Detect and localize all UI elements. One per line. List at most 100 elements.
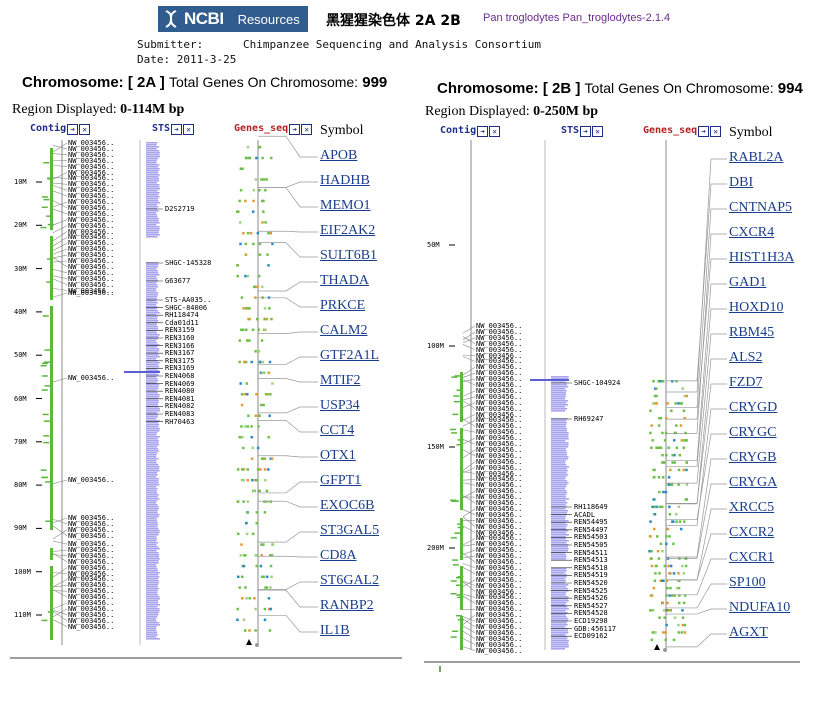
contig-label[interactable]: NW_003456.. [476, 546, 523, 555]
gene-symbol-link[interactable]: GAD1 [729, 275, 767, 290]
contig-label[interactable]: NW_003456.. [68, 476, 115, 484]
contig-label[interactable]: NW_003456.. [68, 174, 115, 183]
sts-marker-label[interactable]: G63677 [165, 277, 191, 285]
sts-marker-label[interactable]: ECD19298 [574, 617, 608, 625]
close-icon[interactable]: ✕ [183, 124, 195, 135]
gene-symbol-link[interactable]: HADHB [320, 173, 370, 188]
sts-marker-label[interactable]: RH69247 [574, 415, 604, 423]
sts-marker-label[interactable]: REN4083 [165, 410, 195, 418]
contig-label[interactable]: NW_003456.. [68, 215, 115, 224]
contig-label[interactable]: NW_003456.. [476, 445, 523, 454]
gene-symbol-link[interactable]: HIST1H3A [729, 250, 795, 265]
gene-symbol-link[interactable]: GTF2A1L [320, 348, 380, 363]
contig-label[interactable]: NW_003456.. [68, 575, 115, 584]
sts-marker-label[interactable]: REN54527 [574, 601, 608, 610]
contig-label[interactable]: NW_003456.. [476, 540, 523, 549]
contig-label[interactable]: NW_003456.. [476, 575, 523, 584]
contig-label[interactable]: NW_003456.. [68, 622, 115, 631]
sts-marker-label[interactable]: REN54505 [574, 541, 608, 549]
contig-label[interactable]: NW_003456.. [476, 357, 523, 366]
gene-symbol-link[interactable]: XRCC5 [729, 500, 775, 515]
gene-symbol-link[interactable]: NDUFA10 [729, 600, 791, 615]
gene-symbol-link[interactable]: GFPT1 [320, 473, 362, 488]
contig-label[interactable]: NW_003456.. [476, 463, 523, 472]
sts-marker-label[interactable]: REN54528 [574, 609, 608, 618]
contig-label[interactable]: NW_003456.. [476, 487, 523, 496]
contig-label[interactable]: NW_003456.. [476, 363, 523, 372]
contig-label[interactable]: NW_003456.. [68, 274, 115, 283]
sts-marker-label[interactable]: REN3166 [165, 341, 195, 350]
gene-symbol-link[interactable]: CXCR1 [729, 550, 775, 565]
sts-marker-label[interactable]: REN54511 [574, 548, 608, 557]
contig-label[interactable]: NW_003456.. [476, 640, 523, 649]
sts-marker-label[interactable]: REN54520 [574, 579, 608, 587]
move-right-icon[interactable]: ➔ [289, 124, 301, 135]
move-right-icon[interactable]: ➔ [580, 126, 592, 137]
contig-label[interactable]: NW_003456.. [476, 322, 523, 330]
contig-label[interactable]: NW_003456.. [476, 569, 523, 578]
contig-label[interactable]: NW_003456.. [68, 616, 115, 625]
contig-label[interactable]: NW_003456.. [476, 605, 523, 614]
gene-symbol-link[interactable]: DBI [729, 175, 754, 190]
contig-label[interactable]: NW_003456.. [476, 351, 523, 360]
contig-label[interactable]: NW_003456.. [476, 416, 523, 425]
gene-symbol-link[interactable]: RABL2A [729, 150, 784, 165]
contig-label[interactable]: NW_003456.. [476, 599, 523, 608]
move-right-icon[interactable]: ➔ [477, 126, 489, 137]
sts-marker-label[interactable]: REN54518 [574, 563, 608, 572]
sts-marker-label[interactable]: REN3159 [165, 326, 195, 335]
sts-marker-label[interactable]: REN3169 [165, 364, 195, 373]
ncbi-resources-button[interactable]: NCBI Resources [158, 6, 308, 32]
contig-label[interactable]: NW_003456.. [68, 239, 115, 248]
gene-symbol-link[interactable]: CRYGD [729, 400, 778, 415]
gene-symbol-link[interactable]: AGXT [729, 625, 768, 640]
gene-symbol-link[interactable]: THADA [320, 273, 369, 288]
contig-label[interactable]: NW_003456.. [476, 481, 523, 490]
contig-label[interactable]: NW_003456.. [68, 162, 115, 171]
contig-label[interactable]: NW_003456.. [68, 519, 115, 528]
sts-marker-label[interactable]: REN54513 [574, 556, 608, 565]
contig-label[interactable]: NW_003456.. [68, 139, 115, 147]
contig-label[interactable]: NW_003456.. [476, 522, 523, 531]
gene-symbol-link[interactable]: PRKCE [320, 298, 366, 313]
contig-label[interactable]: NW_003456.. [68, 268, 115, 277]
contig-label[interactable]: NW_003456.. [476, 534, 523, 543]
contig-label[interactable]: NW_003456.. [68, 203, 115, 212]
sts-marker-label[interactable]: REN4068 [165, 372, 195, 380]
contig-label[interactable]: NW_003456.. [68, 569, 115, 578]
sts-marker-label[interactable]: REN54526 [574, 594, 608, 603]
move-right-icon[interactable]: ➔ [698, 126, 710, 137]
contig-label[interactable]: NW_003456.. [476, 339, 523, 348]
contig-label[interactable]: NW_003456.. [476, 428, 523, 437]
gene-symbol-link[interactable]: EIF2AK2 [320, 223, 376, 238]
contig-label[interactable]: NW_003456.. [68, 531, 115, 540]
contig-label[interactable]: NW_003456.. [68, 374, 115, 382]
contig-label[interactable]: NW_003456.. [68, 593, 115, 602]
sts-marker-label[interactable]: REN3160 [165, 334, 195, 342]
contig-label[interactable]: NW_003456.. [68, 257, 115, 265]
sts-marker-label[interactable]: ECD09162 [574, 632, 608, 641]
sts-marker-label[interactable]: STS-AA035.. [165, 296, 212, 304]
contig-label[interactable]: NW_003456.. [476, 499, 523, 507]
contig-label[interactable]: NW_003456.. [68, 286, 115, 295]
close-icon[interactable]: ✕ [592, 126, 604, 137]
gene-symbol-link[interactable]: SULT6B1 [320, 248, 378, 263]
contig-label[interactable]: NW_003456.. [68, 221, 115, 230]
contig-label[interactable]: NW_003456.. [68, 227, 115, 236]
contig-label[interactable]: NW_003456.. [68, 581, 115, 590]
gene-symbol-link[interactable]: CNTNAP5 [729, 200, 793, 215]
contig-label[interactable]: NW_003456.. [476, 457, 523, 466]
contig-label[interactable]: NW_003456.. [476, 398, 523, 407]
contig-label[interactable]: NW_003456.. [476, 369, 523, 378]
contig-label[interactable]: NW_003456.. [68, 289, 115, 297]
contig-label[interactable]: NW_003456.. [476, 327, 523, 336]
sts-marker-label[interactable]: ACADL [574, 510, 596, 519]
contig-label[interactable]: NW_003456.. [68, 168, 115, 177]
gene-symbol-link[interactable]: CCT4 [320, 423, 355, 438]
contig-label[interactable]: NW_003456.. [476, 558, 523, 566]
gene-symbol-link[interactable]: FZD7 [729, 375, 763, 390]
contig-label[interactable]: NW_003456.. [68, 280, 115, 289]
sts-marker-label[interactable]: GDB:456117 [574, 624, 617, 633]
contig-label[interactable]: NW_003456.. [476, 493, 523, 502]
gene-symbol-link[interactable]: ST6GAL2 [320, 573, 380, 588]
